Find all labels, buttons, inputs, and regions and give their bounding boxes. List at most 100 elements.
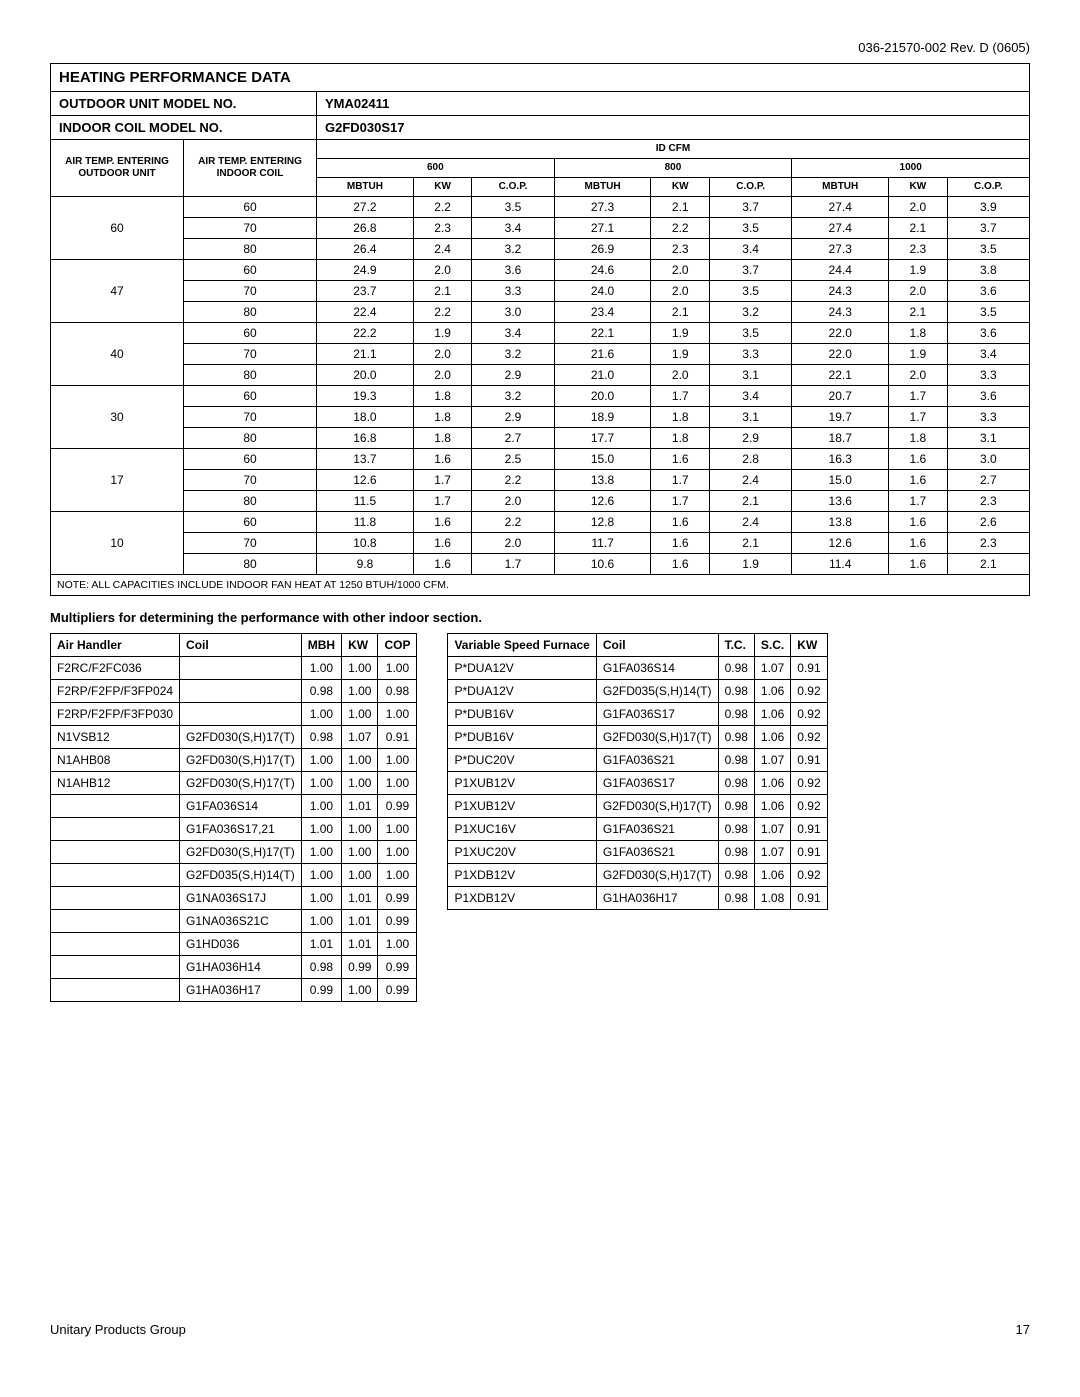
data-cell: 1.6 bbox=[651, 512, 710, 533]
data-cell: 27.2 bbox=[317, 197, 414, 218]
data-cell: 1.6 bbox=[651, 554, 710, 575]
indoor-temp: 80 bbox=[184, 554, 317, 575]
col-header: T.C. bbox=[718, 634, 754, 657]
mult-cell: 1.00 bbox=[301, 818, 341, 841]
data-cell: 2.9 bbox=[472, 407, 554, 428]
mult-cell: G1HA036H14 bbox=[180, 956, 302, 979]
data-cell: 3.2 bbox=[472, 239, 554, 260]
indoor-temp: 70 bbox=[184, 470, 317, 491]
data-cell: 1.8 bbox=[651, 407, 710, 428]
data-cell: 2.3 bbox=[651, 239, 710, 260]
mult-cell: 1.06 bbox=[754, 772, 790, 795]
data-cell: 1.8 bbox=[889, 323, 948, 344]
indoor-temp: 60 bbox=[184, 197, 317, 218]
indoor-temp: 60 bbox=[184, 386, 317, 407]
cfm-header: 1000 bbox=[792, 159, 1030, 178]
data-cell: 20.0 bbox=[317, 365, 414, 386]
mult-cell: G2FD030(S,H)17(T) bbox=[180, 726, 302, 749]
data-cell: 1.6 bbox=[889, 449, 948, 470]
air-outdoor-header: AIR TEMP. ENTERING OUTDOOR UNIT bbox=[51, 140, 184, 197]
mult-cell: N1AHB12 bbox=[51, 772, 180, 795]
col-header: Variable Speed Furnace bbox=[448, 634, 596, 657]
data-cell: 1.7 bbox=[413, 470, 472, 491]
mult-cell: 1.00 bbox=[342, 680, 378, 703]
data-cell: 3.5 bbox=[710, 281, 792, 302]
data-cell: 1.7 bbox=[889, 407, 948, 428]
data-cell: 2.0 bbox=[651, 260, 710, 281]
indoor-temp: 70 bbox=[184, 533, 317, 554]
mult-cell: 0.98 bbox=[718, 749, 754, 772]
data-cell: 27.4 bbox=[792, 218, 889, 239]
data-cell: 12.6 bbox=[792, 533, 889, 554]
data-cell: 1.9 bbox=[651, 323, 710, 344]
data-cell: 13.8 bbox=[554, 470, 651, 491]
data-cell: 2.0 bbox=[413, 344, 472, 365]
indoor-temp: 80 bbox=[184, 239, 317, 260]
data-cell: 9.8 bbox=[317, 554, 414, 575]
mult-cell: 0.98 bbox=[378, 680, 417, 703]
data-cell: 2.3 bbox=[947, 533, 1029, 554]
mult-cell: 0.91 bbox=[791, 887, 827, 910]
mult-cell: 1.07 bbox=[342, 726, 378, 749]
data-cell: 1.9 bbox=[651, 344, 710, 365]
mult-cell: 1.00 bbox=[378, 818, 417, 841]
data-cell: 2.0 bbox=[889, 197, 948, 218]
data-cell: 3.2 bbox=[472, 386, 554, 407]
data-cell: 1.9 bbox=[889, 344, 948, 365]
data-cell: 21.0 bbox=[554, 365, 651, 386]
table-note: NOTE: ALL CAPACITIES INCLUDE INDOOR FAN … bbox=[51, 575, 1030, 596]
data-cell: 27.4 bbox=[792, 197, 889, 218]
mult-cell: 1.00 bbox=[378, 657, 417, 680]
outdoor-model-value: YMA02411 bbox=[317, 92, 1030, 116]
data-cell: 22.0 bbox=[792, 323, 889, 344]
mult-cell: 0.98 bbox=[718, 841, 754, 864]
data-cell: 3.1 bbox=[710, 407, 792, 428]
data-cell: 1.8 bbox=[889, 428, 948, 449]
data-cell: 1.6 bbox=[651, 449, 710, 470]
data-cell: 24.6 bbox=[554, 260, 651, 281]
data-cell: 24.4 bbox=[792, 260, 889, 281]
data-cell: 2.2 bbox=[472, 512, 554, 533]
outdoor-model-label: OUTDOOR UNIT MODEL NO. bbox=[51, 92, 317, 116]
mult-cell: 0.92 bbox=[791, 703, 827, 726]
data-cell: 26.9 bbox=[554, 239, 651, 260]
data-cell: 3.5 bbox=[710, 323, 792, 344]
indoor-model-label: INDOOR COIL MODEL NO. bbox=[51, 116, 317, 140]
data-cell: 2.2 bbox=[413, 197, 472, 218]
mult-cell: G2FD035(S,H)14(T) bbox=[596, 680, 718, 703]
mult-cell: 1.00 bbox=[342, 657, 378, 680]
multipliers-subtitle: Multipliers for determining the performa… bbox=[50, 610, 1030, 625]
col-header: S.C. bbox=[754, 634, 790, 657]
data-cell: 18.7 bbox=[792, 428, 889, 449]
data-cell: 1.6 bbox=[889, 533, 948, 554]
sub-header: C.O.P. bbox=[947, 178, 1029, 197]
mult-cell: P1XDB12V bbox=[448, 887, 596, 910]
outdoor-temp: 47 bbox=[51, 260, 184, 323]
mult-cell: G1FA036S17 bbox=[596, 703, 718, 726]
mult-cell: F2RP/F2FP/F3FP024 bbox=[51, 680, 180, 703]
data-cell: 3.7 bbox=[710, 197, 792, 218]
mult-cell: 0.91 bbox=[791, 818, 827, 841]
mult-cell bbox=[51, 864, 180, 887]
data-cell: 3.1 bbox=[947, 428, 1029, 449]
mult-cell: 0.99 bbox=[378, 979, 417, 1002]
col-header: Air Handler bbox=[51, 634, 180, 657]
data-cell: 12.6 bbox=[554, 491, 651, 512]
data-cell: 17.7 bbox=[554, 428, 651, 449]
data-cell: 11.7 bbox=[554, 533, 651, 554]
mult-cell: 1.01 bbox=[301, 933, 341, 956]
mult-cell: 1.06 bbox=[754, 726, 790, 749]
indoor-model-value: G2FD030S17 bbox=[317, 116, 1030, 140]
data-cell: 3.3 bbox=[472, 281, 554, 302]
doc-revision: 036-21570-002 Rev. D (0605) bbox=[50, 40, 1030, 55]
mult-cell: 0.98 bbox=[718, 657, 754, 680]
mult-cell: G2FD035(S,H)14(T) bbox=[180, 864, 302, 887]
mult-cell: 1.00 bbox=[342, 703, 378, 726]
outdoor-temp: 30 bbox=[51, 386, 184, 449]
indoor-temp: 60 bbox=[184, 323, 317, 344]
mult-cell: G2FD030(S,H)17(T) bbox=[596, 795, 718, 818]
mult-cell: 1.07 bbox=[754, 818, 790, 841]
mult-cell: 1.00 bbox=[342, 749, 378, 772]
data-cell: 2.1 bbox=[889, 218, 948, 239]
mult-cell: P1XUC20V bbox=[448, 841, 596, 864]
